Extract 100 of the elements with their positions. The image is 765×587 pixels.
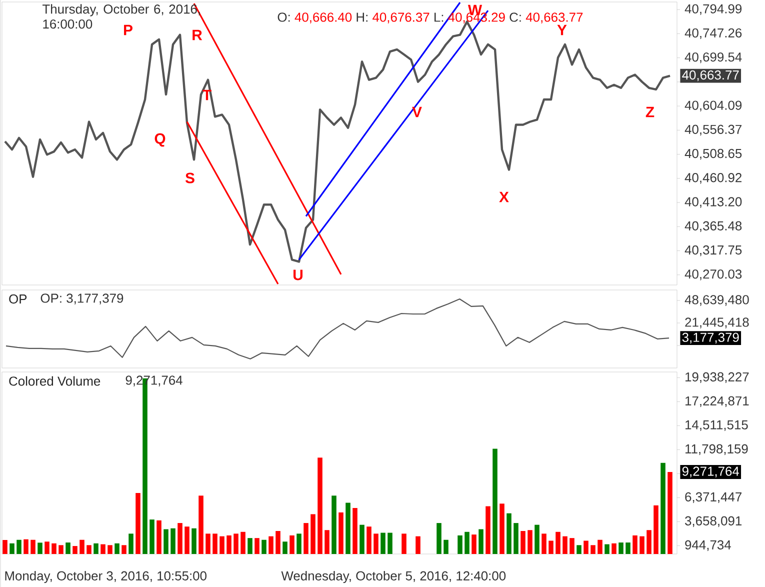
bar (478, 529, 484, 554)
bar (122, 545, 126, 554)
bar (72, 546, 78, 554)
bar (296, 534, 302, 554)
bar (360, 524, 364, 554)
bar (2, 540, 8, 554)
bar (436, 523, 442, 554)
bar (618, 542, 624, 554)
bar (86, 545, 92, 554)
y-tick-label: 40,556.37 (684, 124, 742, 136)
annotation: C: (510, 12, 521, 22)
bar (226, 535, 232, 554)
bar (262, 540, 266, 554)
y-tick-label: 944,734 (685, 540, 731, 551)
text: 9,271,764 (682, 466, 740, 478)
text: Monday, October 3, 2016, 10:55:00 (5, 570, 206, 584)
annotation: 40,666.40 (294, 12, 352, 24)
y-tick-label: 14,511,515 (686, 420, 748, 431)
text: 40,663.77 (682, 70, 739, 82)
annotation: R (192, 30, 202, 40)
bar (44, 542, 50, 554)
bar (52, 543, 56, 554)
bar (366, 526, 372, 554)
bar (128, 534, 134, 554)
text: 3,177,379 (682, 332, 739, 344)
bar (416, 536, 420, 554)
bar (520, 530, 526, 554)
bar (660, 462, 666, 554)
y-tick-label: 40,365.48 (684, 221, 742, 232)
bar (178, 523, 182, 554)
bar (500, 504, 504, 554)
bar (170, 528, 176, 554)
y-tick-label: 40,747.26 (684, 28, 742, 40)
chart-title: Colored Volume (9, 376, 100, 386)
bar (514, 523, 518, 554)
bar (380, 532, 386, 554)
bar (136, 492, 140, 554)
annotation: Y (557, 24, 567, 36)
bar (38, 542, 42, 554)
bar (100, 544, 106, 554)
bar (66, 542, 70, 554)
bar (150, 519, 154, 554)
bar (80, 540, 84, 554)
y-tick-label: 40,794.99 (684, 4, 742, 15)
annotation: OP: 3,177,379 (40, 294, 124, 304)
annotation: Z (646, 106, 654, 118)
bar (492, 448, 498, 554)
bar (556, 532, 560, 554)
bar (352, 508, 358, 554)
bar (464, 532, 470, 554)
bar (646, 530, 652, 554)
y-tick-label: 19,938,227 (686, 372, 749, 384)
annotation: Q (154, 133, 166, 147)
bar (184, 526, 190, 554)
bar (632, 535, 638, 554)
bar (108, 545, 112, 554)
bar (206, 534, 210, 554)
bar (472, 534, 476, 554)
y-tick-label: 3,658,091 (685, 516, 742, 527)
y-tick-label: 21,445,418 (685, 318, 749, 328)
bar (570, 538, 574, 554)
bar (198, 496, 204, 554)
bar (486, 506, 490, 554)
bar (16, 540, 22, 554)
bar (248, 538, 252, 554)
bar (276, 530, 280, 554)
bar (562, 536, 568, 554)
bar (114, 543, 120, 554)
bar (212, 534, 218, 554)
annotation: L: (434, 12, 444, 22)
y-tick-label: 40,460.92 (684, 173, 742, 184)
bar (94, 543, 98, 554)
bar (604, 544, 610, 554)
bar (324, 530, 330, 554)
y-tick-label: 11,798,159 (686, 444, 748, 455)
bar (24, 539, 28, 554)
y-tick-label: 40,413.20 (684, 197, 742, 208)
annotation: U (294, 270, 302, 280)
bar (310, 514, 316, 554)
bar (58, 545, 64, 554)
y-tick-label: 40,508.65 (684, 148, 742, 160)
bar (318, 458, 322, 554)
annotation: V (412, 106, 422, 118)
bar (234, 534, 238, 554)
y-tick-label: 6,371,447 (685, 492, 742, 503)
bar (374, 534, 378, 554)
bar (590, 545, 596, 554)
y-tick-label: 40,270.03 (684, 270, 742, 280)
y-tick-label: 40,604.09 (684, 100, 742, 112)
y-tick-label: 40,317.75 (684, 245, 742, 256)
chart-title: OP (9, 294, 27, 304)
y-tick-label: 48,639,480 (684, 295, 749, 306)
bar (626, 542, 630, 554)
y-tick-label: 17,224,871 (686, 396, 749, 408)
y-tick-label: 40,699.54 (684, 52, 742, 64)
bar (268, 536, 274, 554)
bar (220, 536, 224, 554)
annotation: H: (356, 12, 368, 22)
bar (528, 530, 532, 554)
bar (304, 523, 308, 554)
